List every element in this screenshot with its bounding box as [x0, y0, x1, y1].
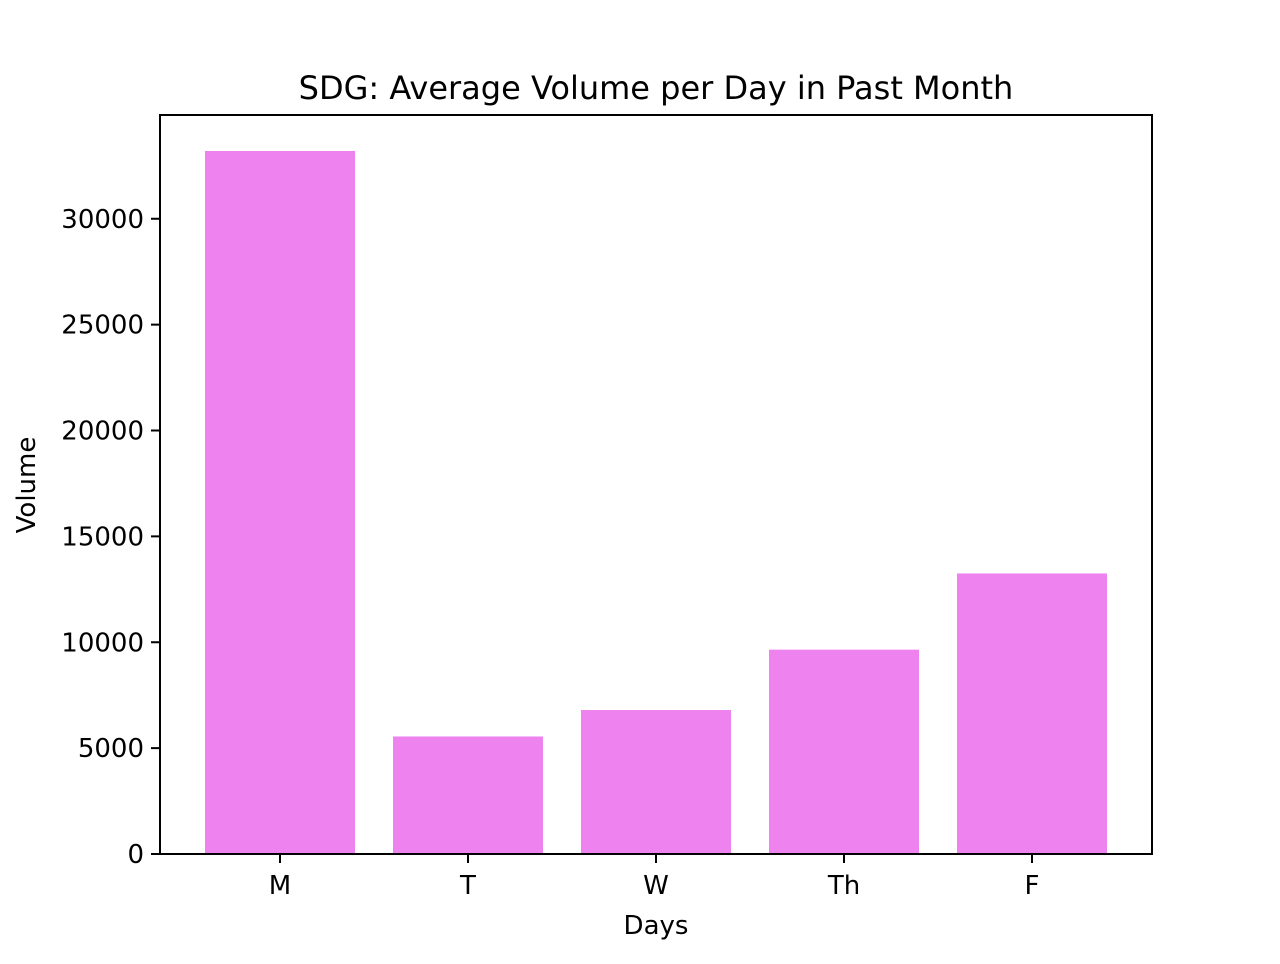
bar-th: [769, 649, 919, 854]
bar-t: [393, 736, 543, 854]
x-tick-label: Th: [827, 871, 860, 901]
y-tick-label: 5000: [78, 734, 144, 764]
x-tick-label: F: [1025, 871, 1040, 901]
x-axis-ticks: M T W Th F: [269, 854, 1040, 901]
y-axis-label: Volume: [12, 437, 42, 534]
y-tick-label: 25000: [61, 311, 144, 341]
x-axis-label: Days: [624, 911, 689, 941]
y-tick-label: 20000: [61, 417, 144, 447]
bar-f: [957, 573, 1107, 854]
bar-w: [581, 710, 731, 854]
bars-layer: [205, 150, 1107, 854]
chart-title: SDG: Average Volume per Day in Past Mont…: [299, 69, 1014, 107]
plot-frame: [159, 114, 1153, 855]
y-tick-label: 10000: [61, 628, 144, 658]
y-axis-ticks: 0 5000 10000 15000 20000 25000 30000: [61, 205, 160, 870]
y-tick-label: 0: [127, 840, 144, 870]
y-tick-label: 30000: [61, 205, 144, 235]
x-tick-label: T: [459, 871, 476, 901]
y-tick-label: 15000: [61, 522, 144, 552]
x-tick-label: M: [269, 871, 291, 901]
bar-m: [205, 150, 355, 854]
x-tick-label: W: [643, 871, 669, 901]
